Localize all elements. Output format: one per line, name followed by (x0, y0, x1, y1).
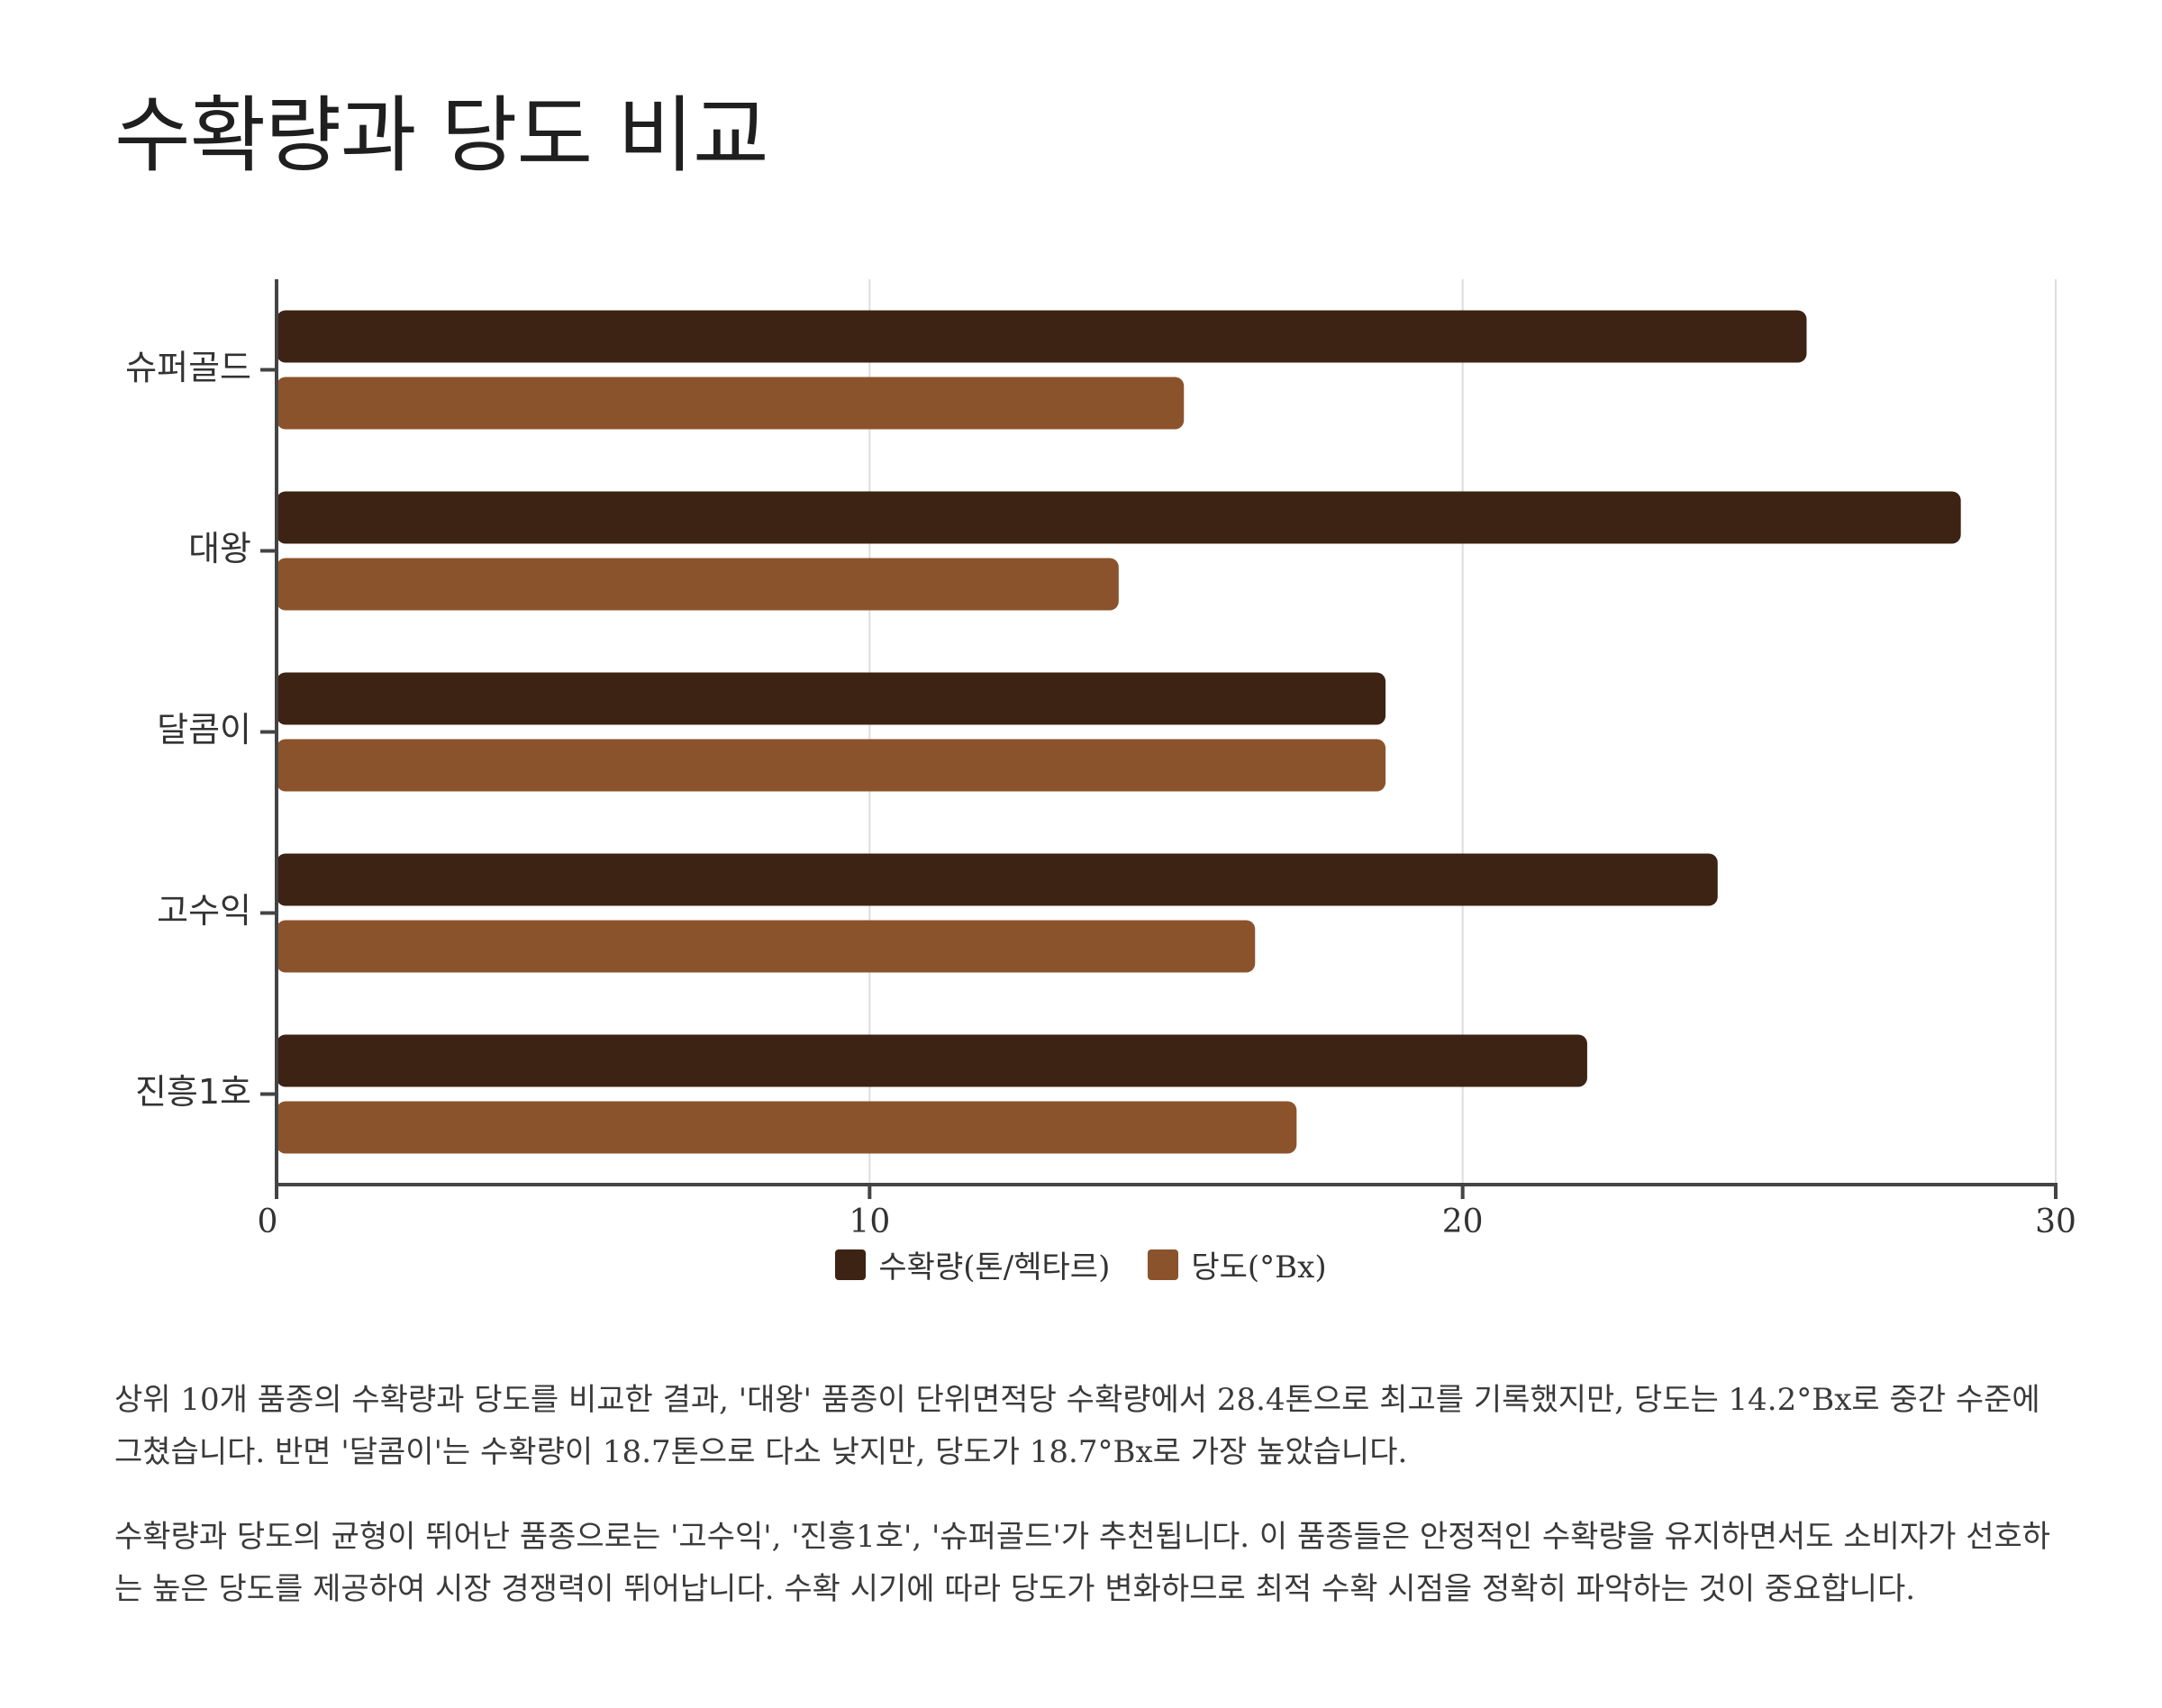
x-tick-label: 20 (1442, 1204, 1484, 1240)
legend-swatch-yield (835, 1249, 867, 1280)
bar (277, 1034, 1587, 1087)
legend-item-brix: 당도(°Bx) (1148, 1242, 1327, 1286)
chart-legend: 수확량(톤/헥타르) 당도(°Bx) (0, 1242, 2162, 1286)
y-tick-label: 진흥1호 (135, 1072, 251, 1112)
x-tick-label: 0 (258, 1204, 278, 1240)
bar (277, 672, 1386, 725)
analysis-paragraph-2: 수확량과 당도의 균형이 뛰어난 품종으로는 '고수익', '진흥1호', '슈… (114, 1519, 2051, 1607)
bar (277, 739, 1386, 792)
bar (277, 558, 1119, 611)
bar (277, 1101, 1297, 1154)
page-title: 수확량과 당도 비교 (114, 87, 769, 184)
bar (277, 377, 1185, 430)
bar (277, 920, 1256, 973)
legend-label-brix: 당도(°Bx) (1191, 1249, 1327, 1286)
bar (277, 491, 1961, 544)
y-tick-label: 달콤이 (157, 710, 251, 750)
y-tick-label: 슈퍼골드 (125, 348, 251, 387)
legend-item-yield: 수확량(톤/헥타르) (835, 1242, 1110, 1286)
y-tick-label: 고수익 (157, 891, 251, 931)
legend-label-yield: 수확량(톤/헥타르) (878, 1249, 1111, 1286)
y-tick-label: 대왕 (188, 529, 251, 568)
x-tick-label: 10 (849, 1204, 890, 1240)
analysis-text: 상위 10개 품종의 수확량과 당도를 비교한 결과, '대왕' 품종이 단위면… (114, 1374, 2051, 1648)
bar (277, 853, 1718, 906)
legend-swatch-brix (1148, 1249, 1179, 1280)
x-tick-label: 30 (2035, 1204, 2076, 1240)
bar (277, 310, 1807, 363)
analysis-paragraph-1: 상위 10개 품종의 수확량과 당도를 비교한 결과, '대왕' 품종이 단위면… (114, 1382, 2040, 1470)
